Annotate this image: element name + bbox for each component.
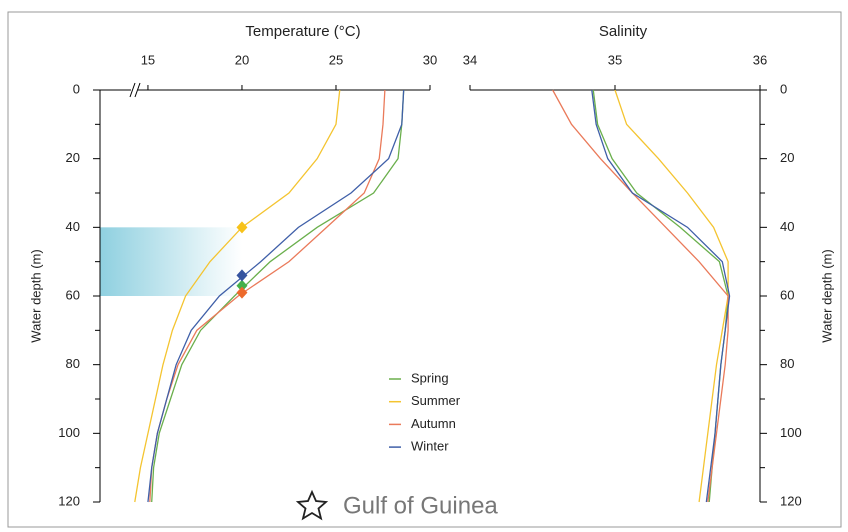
y-tick-label: 0 (780, 81, 787, 96)
profile-line (147, 89, 405, 503)
y-tick-label: 120 (780, 493, 802, 508)
y-tick-label: 20 (66, 150, 80, 165)
legend-label: Spring (411, 370, 449, 385)
depth-marker (236, 279, 248, 292)
depth-marker (236, 286, 248, 299)
profile-line (592, 89, 729, 503)
legend-label: Autumn (411, 416, 456, 431)
y-tick-label: 100 (58, 425, 80, 440)
y-tick-label: 40 (66, 219, 80, 234)
y-tick-label: 60 (780, 287, 794, 302)
y-tick-label: 20 (780, 150, 794, 165)
y-axis-label: Water depth (m) (819, 249, 834, 342)
axis-break-gap (131, 83, 138, 97)
panel-title: Salinity (599, 23, 648, 40)
x-tick-label: 30 (423, 52, 437, 67)
legend-label: Winter (411, 439, 449, 454)
highlight-band (100, 227, 242, 296)
profile-line (134, 89, 341, 503)
y-tick-label: 80 (66, 356, 80, 371)
profile-line (591, 89, 731, 503)
y-tick-label: 120 (58, 493, 80, 508)
x-tick-label: 25 (329, 52, 343, 67)
y-tick-label: 60 (66, 287, 80, 302)
profile-line (614, 89, 729, 503)
y-axis-label: Water depth (m) (28, 249, 43, 342)
axis-break (134, 82, 141, 98)
star-icon (295, 489, 329, 521)
depth-marker (236, 269, 248, 282)
profile-line (151, 89, 405, 503)
legend-label: Summer (411, 393, 461, 408)
x-tick-label: 20 (235, 52, 249, 67)
panel-title: Temperature (°C) (245, 23, 360, 40)
profile-line (552, 89, 729, 503)
location: Gulf of Guinea (343, 492, 498, 519)
y-tick-label: 40 (780, 219, 794, 234)
x-tick-label: 36 (753, 52, 767, 67)
y-tick-label: 80 (780, 356, 794, 371)
y-tick-label: 100 (780, 425, 802, 440)
x-tick-label: 15 (141, 52, 155, 67)
x-tick-label: 34 (463, 52, 477, 67)
axis-break (129, 82, 136, 98)
depth-marker (236, 221, 248, 234)
x-tick-label: 35 (608, 52, 622, 67)
y-tick-label: 0 (73, 81, 80, 96)
frame (7, 11, 842, 528)
